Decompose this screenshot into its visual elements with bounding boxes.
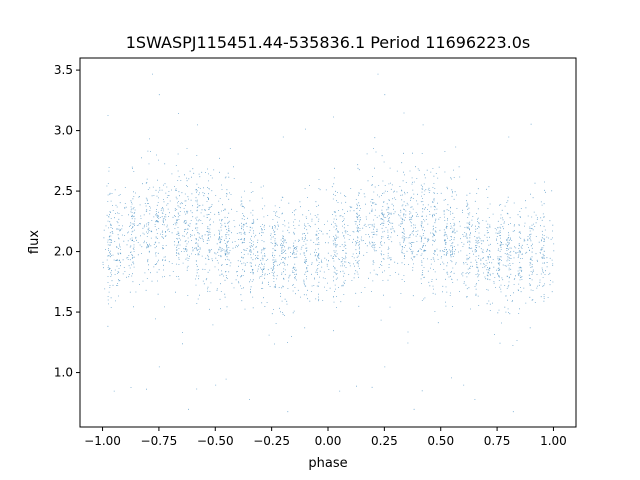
x-tick-label: −0.25 — [253, 434, 290, 448]
x-axis-label: phase — [308, 456, 347, 471]
x-tick-label: −0.50 — [197, 434, 234, 448]
plot-frame — [79, 57, 577, 428]
x-tick-label: −1.00 — [84, 434, 121, 448]
flux-points — [102, 73, 555, 413]
x-tick-label: −0.75 — [141, 434, 178, 448]
axes: −1.00 −0.75 −0.50 −0.25 0.00 0.25 0.50 0.75 1.00… — [54, 63, 567, 448]
y-tick-label: 3.5 — [54, 63, 73, 77]
y-tick-label: 2.0 — [54, 245, 73, 259]
x-tick-label: 1.00 — [540, 434, 567, 448]
x-tick-label: 0.00 — [315, 434, 342, 448]
y-tick-label: 1.0 — [54, 366, 73, 380]
y-tick-label: 3.0 — [54, 124, 73, 138]
y-tick-label: 1.5 — [54, 305, 73, 319]
y-axis-label: flux — [27, 230, 42, 254]
x-tick-label: 0.25 — [371, 434, 398, 448]
chart-title: 1SWASPJ115451.44-535836.1 Period 1169622… — [126, 33, 531, 52]
scatter-points — [102, 73, 555, 413]
x-tick-label: 0.50 — [427, 434, 454, 448]
y-tick-label: 2.5 — [54, 184, 73, 198]
x-tick-label: 0.75 — [484, 434, 511, 448]
